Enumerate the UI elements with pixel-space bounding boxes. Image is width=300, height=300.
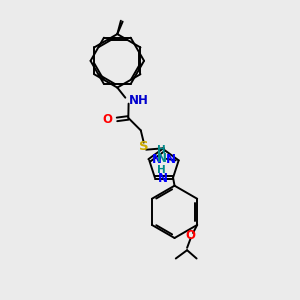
Text: O: O — [186, 229, 196, 242]
Text: N: N — [152, 153, 162, 166]
Text: H: H — [157, 145, 166, 155]
Text: N: N — [166, 153, 176, 166]
Text: H: H — [138, 94, 148, 106]
Text: N: N — [156, 152, 167, 165]
Text: N: N — [158, 172, 168, 185]
Text: N: N — [129, 94, 139, 106]
Text: S: S — [139, 140, 148, 153]
Text: O: O — [103, 113, 113, 126]
Text: H: H — [157, 165, 166, 176]
